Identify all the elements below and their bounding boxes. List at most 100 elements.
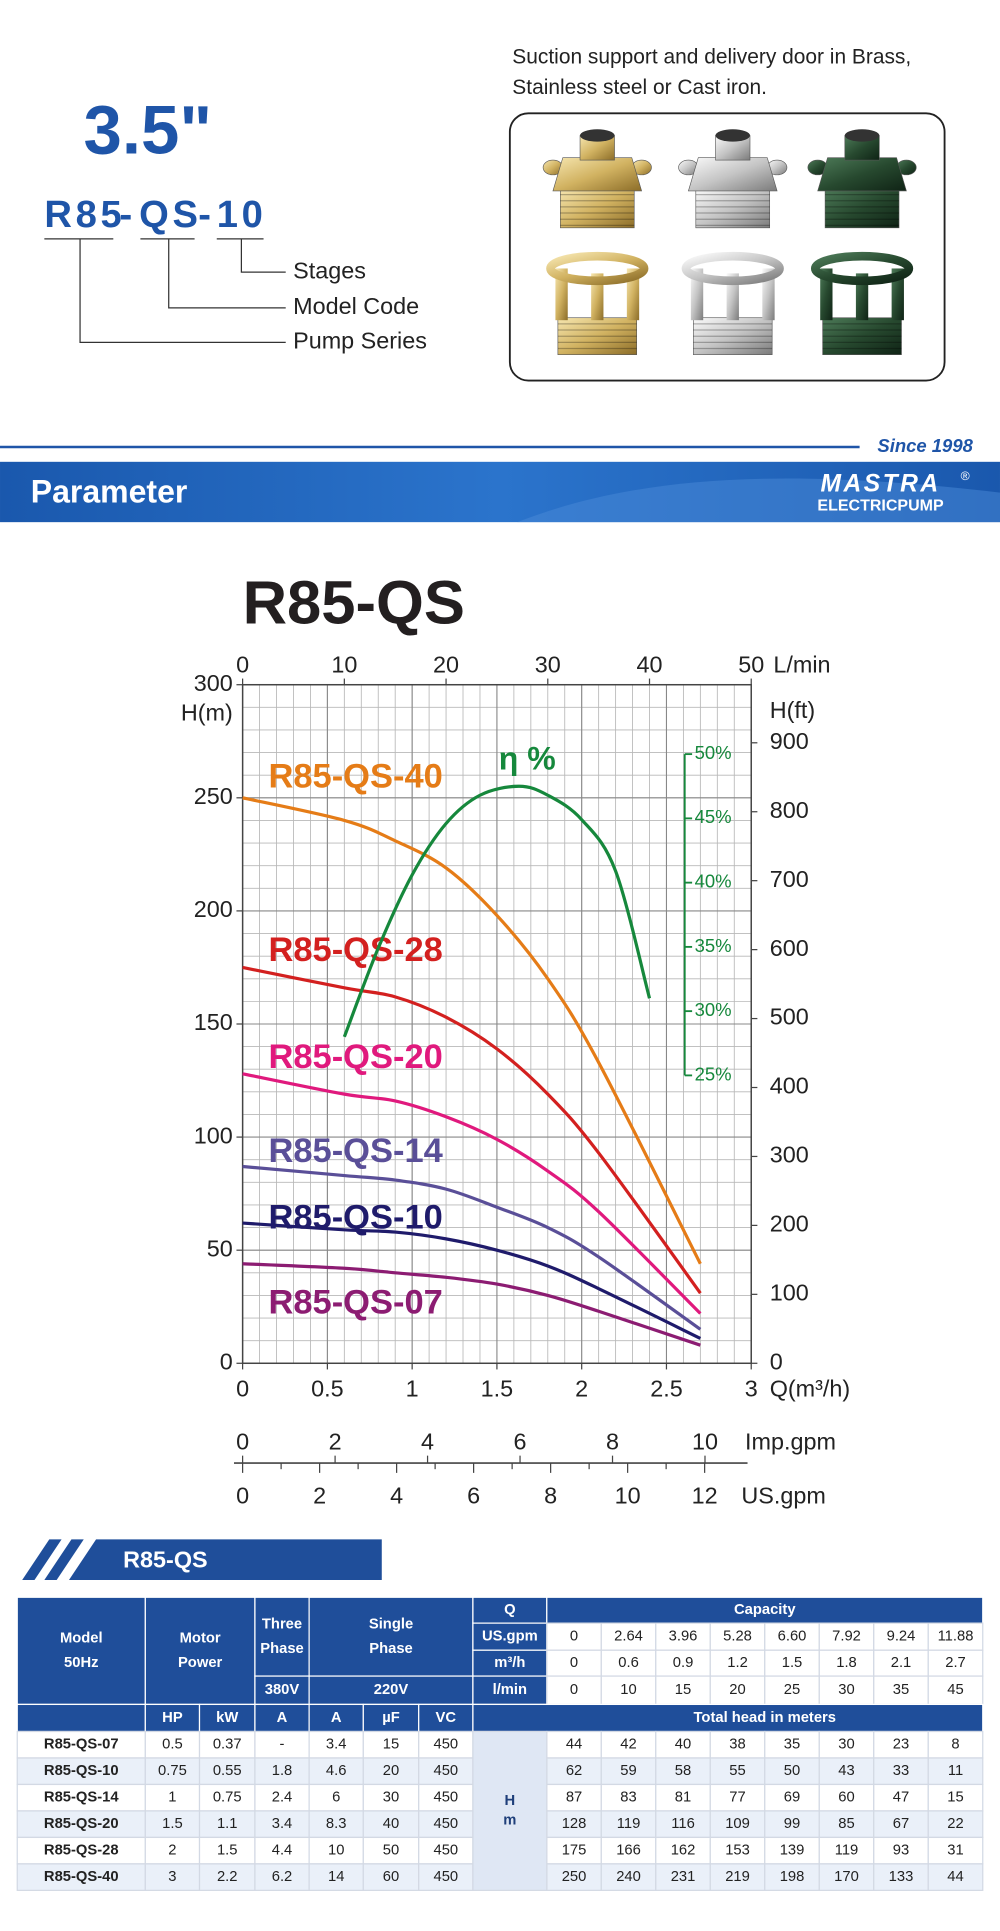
table-cell [472,1730,548,1891]
cell-text: 250 [562,1869,587,1885]
model-separator: - [198,193,211,236]
cell-text: 219 [725,1869,750,1885]
table-cell [764,1783,820,1812]
thread [695,188,771,229]
cell-text: 25 [784,1682,800,1698]
table-cell [144,1863,201,1891]
cell-text: 2.1 [891,1655,912,1671]
x-tick-label: 0.5 [311,1376,344,1402]
cell-text: 231 [671,1869,696,1885]
thread [824,188,900,229]
table-cell [709,1836,766,1865]
table-cell [873,1649,929,1677]
cell-text: 20 [383,1763,399,1779]
body [817,157,907,192]
cell-text: 5.28 [723,1629,752,1645]
table-cell [16,1863,146,1891]
curve [242,1164,702,1331]
curve [242,796,702,1265]
cell-text: 0.6 [618,1655,639,1671]
cell-text: 198 [780,1869,805,1885]
cell-text: 30 [838,1682,854,1698]
table-cell [655,1675,711,1706]
bar [591,273,604,321]
curve-label: R85-QS-40 [268,757,442,795]
header-text: Three [262,1616,302,1632]
cell-text: 2.7 [945,1655,966,1671]
table-cell [764,1863,820,1891]
header-text: µF [382,1710,400,1726]
thread [560,188,635,229]
header-text: m³/h [494,1655,525,1671]
table-cell [546,1757,602,1786]
cell-text: 50 [784,1763,800,1779]
cell-text: 2.4 [272,1790,293,1806]
cell-text: 1 [168,1790,176,1806]
us-tick-label: 12 [692,1483,718,1509]
y3-axis-label: H(ft) [770,697,815,723]
cell-text: 60 [838,1790,854,1806]
curve [242,965,702,1295]
header-text: VC [436,1710,457,1726]
table-cell [709,1757,766,1786]
curve [242,1262,701,1347]
x2-tick-label: 50 [738,651,764,677]
cell-text: 81 [675,1790,691,1806]
us-tick-label: 2 [313,1483,326,1509]
bar [726,273,739,321]
caption: Suction support and delivery door in Bra… [512,45,911,68]
cell-text: 2.2 [217,1869,238,1885]
header-text: Q [504,1602,516,1618]
x-tick-label: 2.5 [650,1376,683,1402]
cell-text: 62 [566,1763,582,1779]
us-axis-label: US.gpm [741,1483,825,1509]
cell-text: 128 [562,1816,587,1832]
cell-text: 35 [784,1737,800,1753]
imp-tick-label: 0 [236,1428,249,1454]
cell-text: 30 [383,1790,399,1806]
cell-text: 8.3 [326,1816,347,1832]
table-cell [927,1757,984,1786]
table-cell [655,1810,711,1839]
curve [242,1072,702,1315]
table-cell [873,1757,929,1786]
table-cell [709,1783,766,1812]
ring [810,251,914,286]
x-tick-label: 0 [236,1376,249,1402]
table-cell [308,1783,364,1812]
table-cell [655,1783,711,1812]
model-part: R85 [44,193,125,236]
table-cell [254,1863,310,1891]
cell-text: 0 [570,1629,578,1645]
size-label: 3.5" [84,92,213,169]
table-cell [873,1622,929,1651]
callout-label: Pump Series [293,328,427,354]
callout-label: Stages [293,257,366,283]
unit-text: H [505,1793,516,1809]
cell-text: 15 [947,1790,963,1806]
cell-text: 450 [433,1790,458,1806]
y-tick-label: 300 [194,670,233,696]
table-cell [308,1596,474,1677]
table-cell [655,1649,711,1677]
header-text: kW [216,1710,238,1726]
cell-text: 0.37 [213,1737,242,1753]
cell-text: 450 [433,1737,458,1753]
header-text: HP [162,1710,183,1726]
table-cell [927,1836,984,1865]
cell-text: 2 [168,1843,176,1859]
us-tick-label: 10 [615,1483,641,1509]
cell-text: 44 [566,1737,582,1753]
y-axis-label: H(m) [181,699,233,725]
callout-lines [44,238,286,343]
table-cell [764,1675,820,1706]
thread [693,317,773,355]
cell-text: 240 [616,1869,641,1885]
y-tick-label: 150 [194,1009,233,1035]
cell-text: 60 [383,1869,399,1885]
banner-title: Parameter [31,473,188,509]
cell-text: 9.24 [887,1629,916,1645]
cell-text: 119 [835,1843,859,1859]
